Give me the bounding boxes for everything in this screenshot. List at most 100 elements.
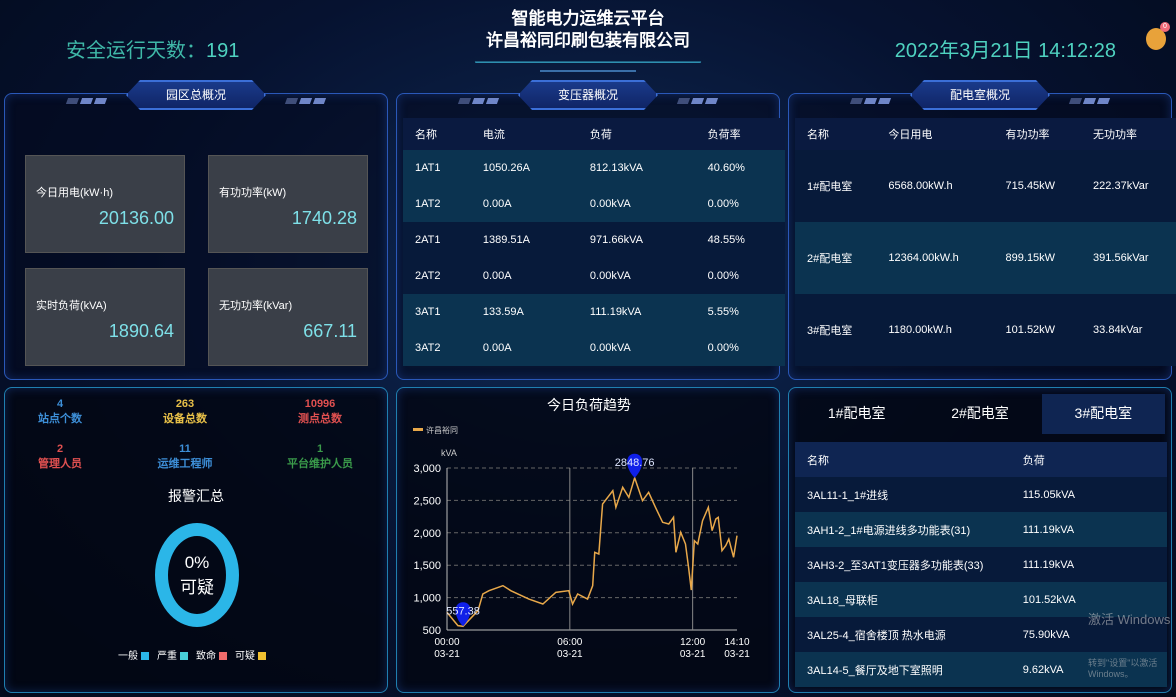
- y-tick-label: 3,000: [413, 463, 441, 475]
- table-cell: 0.00kVA: [589, 342, 631, 354]
- table-cell: 2AT2: [415, 270, 441, 282]
- table-cell: 9.62kVA: [1022, 663, 1064, 676]
- table-cell: 75.90kVA: [1022, 628, 1070, 641]
- load-trend-panel: 今日负荷趋势 许昌裕同 kVA 500 1,000 1,500 2,000 2,500 3,00…: [396, 387, 780, 693]
- table-cell: 12364.00kW.h: [888, 252, 959, 264]
- table-cell: 1050.26A: [482, 162, 530, 174]
- table-cell: 111.19kVA: [1022, 523, 1075, 536]
- table-row[interactable]: 3#配电室 1180.00kW.h 101.52kW 33.84kVar: [795, 294, 1176, 366]
- bell-icon[interactable]: 0: [1146, 22, 1170, 50]
- table-row[interactable]: 3AL18_母联柜 101.52kVA: [795, 582, 1167, 617]
- table-cell: 3AL14-5_餐厅及地下室照明: [807, 664, 943, 677]
- table-header: 名称 负荷: [795, 442, 1167, 477]
- table-cell: 101.52kVA: [1022, 593, 1076, 606]
- notification-badge: 0: [1160, 22, 1170, 32]
- column-header: 无功功率: [1093, 129, 1138, 141]
- column-header: 电流: [482, 129, 505, 141]
- legend-label: 可疑: [235, 651, 255, 662]
- table-row[interactable]: 1#配电室 6568.00kW.h 715.45kW 222.37kVar: [795, 150, 1176, 222]
- tab-room-2[interactable]: 2#配电室: [951, 405, 1009, 421]
- stat-item: 4 站点个数: [10, 398, 110, 426]
- card-reactive-power: 无功功率(kVar) 667.11: [208, 268, 368, 366]
- x-tick-time: 12:00: [680, 637, 705, 648]
- stat-label: 管理人员: [38, 458, 82, 470]
- transformer-title: 变压器概况: [518, 80, 658, 110]
- tab-room-3[interactable]: 3#配电室: [1041, 394, 1165, 434]
- rooms-title: 配电室概况: [910, 80, 1050, 110]
- alarm-percent: 0%: [184, 552, 210, 572]
- alarm-legend: 一般 严重 致命 可疑: [5, 647, 387, 662]
- card-active-power: 有功功率(kW) 1740.28: [208, 155, 368, 253]
- rooms-table: 名称 今日用电 有功功率 无功功率 1#配电室 6568.00kW.h 715.45kW 22…: [795, 118, 1176, 366]
- marker-pin[interactable]: [455, 602, 471, 627]
- legend-swatch: [219, 652, 227, 661]
- table-cell: 133.59A: [482, 306, 524, 318]
- table-cell: 3AL11-1_1#进线: [807, 489, 889, 502]
- table-row[interactable]: 3AT2 0.00A 0.00kVA 0.00%: [403, 330, 785, 366]
- park-overview-panel: 园区总概况 今日用电(kW·h) 20136.00 有功功率(kW) 1740.28…: [4, 80, 388, 380]
- stat-value: 10996: [304, 398, 336, 410]
- x-tick-date: 03-21: [434, 649, 460, 660]
- table-row[interactable]: 3AT1 133.59A 111.19kVA 5.55%: [403, 294, 785, 330]
- y-axis-unit: kVA: [441, 448, 457, 458]
- page-title: 智能电力运维云平台 许昌裕同印刷包装有限公司: [0, 8, 1176, 52]
- table-cell: 0.00%: [707, 270, 739, 282]
- legend-swatch: [141, 652, 149, 661]
- datetime: 2022年3月21日 14:12:28: [894, 40, 1116, 62]
- x-tick-time: 14:10: [724, 637, 749, 648]
- table-cell: 5.55%: [707, 306, 739, 318]
- table-cell: 222.37kVar: [1093, 180, 1149, 192]
- table-row[interactable]: 2AT2 0.00A 0.00kVA 0.00%: [403, 258, 785, 294]
- table-cell: 0.00kVA: [589, 198, 631, 210]
- series-line: [446, 475, 738, 628]
- x-tick-time: 06:00: [557, 637, 582, 648]
- stat-label: 站点个数: [38, 413, 82, 425]
- legend-swatch: [413, 428, 423, 431]
- table-row[interactable]: 1AT1 1050.26A 812.13kVA 40.60%: [403, 150, 785, 186]
- column-header: 名称: [807, 454, 829, 467]
- table-cell: 6568.00kW.h: [888, 180, 953, 192]
- table-cell: 3AL18_母联柜: [807, 594, 878, 607]
- table-row[interactable]: 3AL11-1_1#进线 115.05kVA: [795, 477, 1167, 512]
- table-cell: 812.13kVA: [589, 162, 643, 174]
- marker-label: 2848.76: [615, 457, 655, 469]
- marker-pin[interactable]: [627, 453, 643, 478]
- table-cell: 48.55%: [707, 234, 745, 246]
- stat-item: 10996 测点总数: [270, 398, 370, 426]
- column-header: 有功功率: [1005, 129, 1050, 141]
- table-row[interactable]: 2#配电室 12364.00kW.h 899.15kW 391.56kVar: [795, 222, 1176, 294]
- rooms-panel: 配电室概况 名称 今日用电 有功功率 无功功率 1#配电室 6568.00kW.h 715.…: [788, 80, 1176, 380]
- table-cell: 1AT2: [415, 198, 441, 210]
- x-tick-time: 00:00: [434, 637, 459, 648]
- company-name: 许昌裕同印刷包装有限公司: [486, 31, 690, 50]
- table-row[interactable]: 3AH1-2_1#电源进线多功能表(31) 111.19kVA: [795, 512, 1167, 547]
- table-cell: 3AL25-4_宿舍楼顶 热水电源: [807, 629, 946, 642]
- table-cell: 0.00%: [707, 342, 739, 354]
- table-row[interactable]: 3AH3-2_至3AT1变压器多功能表(33) 111.19kVA: [795, 547, 1167, 582]
- stat-value: 263: [175, 398, 195, 410]
- stat-item: 11 运维工程师: [135, 443, 235, 471]
- room-tabs: 1#配电室 2#配电室 3#配电室: [795, 394, 1165, 434]
- legend-label[interactable]: 许昌裕同: [426, 425, 458, 435]
- stat-value: 2: [56, 443, 64, 455]
- table-cell: 111.19kVA: [589, 306, 642, 318]
- table-cell: 33.84kVar: [1093, 324, 1143, 336]
- tab-room-1[interactable]: 1#配电室: [827, 405, 886, 421]
- transformer-panel: 变压器概况 名称 电流 负荷 负荷率 1AT1 1050.26A 812.13kVA 40.6…: [396, 80, 785, 380]
- table-cell: 3AH3-2_至3AT1变压器多功能表(33): [807, 559, 984, 572]
- table-row[interactable]: 1AT2 0.00A 0.00kVA 0.00%: [403, 186, 785, 222]
- table-row[interactable]: 2AT1 1389.51A 971.66kVA 48.55%: [403, 222, 785, 258]
- table-cell: 1389.51A: [482, 234, 530, 246]
- stats-panel: 4 站点个数 263 设备总数 10996 测点总数 2 管理人员 11 运维工程师 1 平台维护人员…: [4, 387, 388, 693]
- stat-value: 1: [316, 443, 324, 455]
- table-header: 名称 电流 负荷 负荷率: [403, 118, 785, 150]
- safe-days: 安全运行天数：191: [66, 34, 239, 63]
- table-row[interactable]: 3AL25-4_宿舍楼顶 热水电源 75.90kVA: [795, 617, 1167, 652]
- x-tick-date: 03-21: [680, 649, 706, 660]
- column-header: 名称: [415, 129, 437, 141]
- table-row[interactable]: 3AL14-5_餐厅及地下室照明 9.62kVA: [795, 652, 1167, 687]
- stat-label: 设备总数: [163, 413, 207, 425]
- table-cell: 3AT1: [415, 306, 441, 318]
- legend-label: 致命: [196, 651, 216, 662]
